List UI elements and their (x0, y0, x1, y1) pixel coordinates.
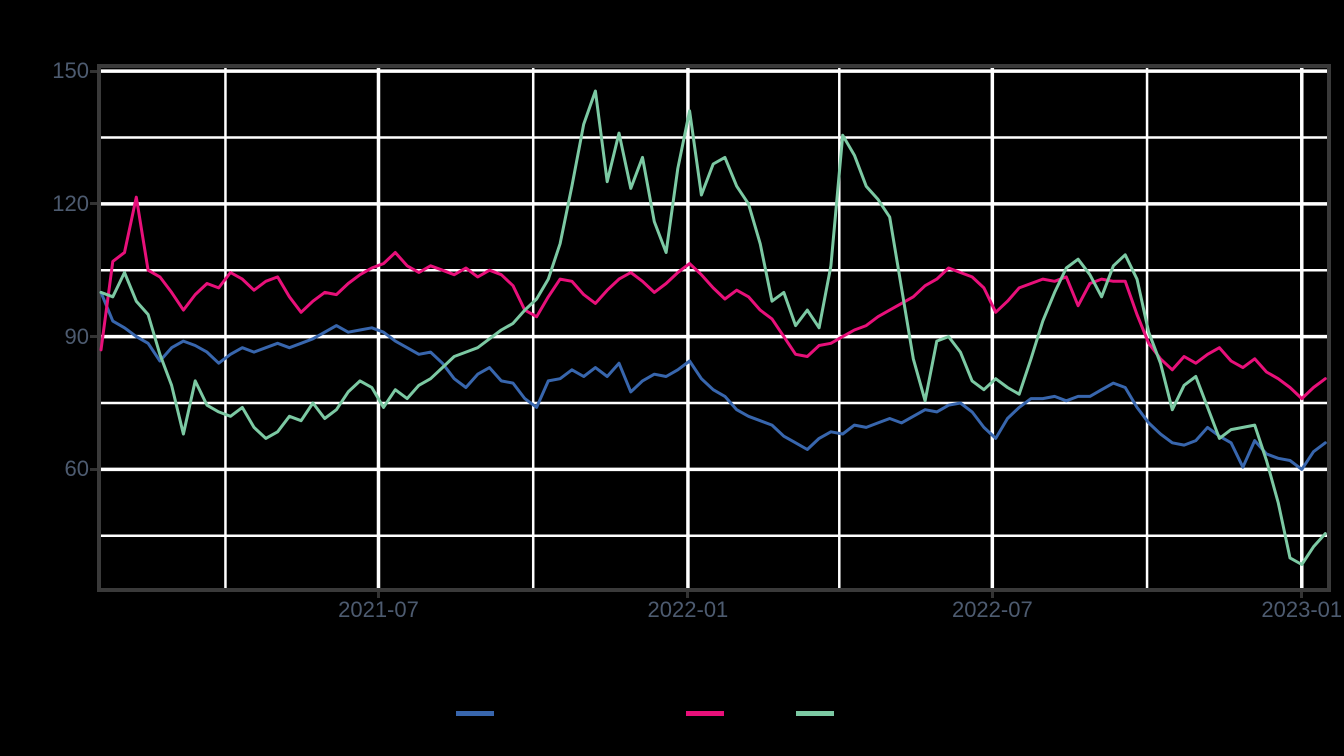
chart-canvas (97, 64, 1331, 592)
x-tick-mark (376, 592, 380, 598)
blue-series-line (99, 290, 1327, 471)
legend-swatch-blue (456, 711, 494, 716)
y-tick-mark (90, 69, 97, 73)
x-tick-label-2022-01: 2022-01 (647, 597, 729, 622)
y-tick-label-60: 60 (64, 456, 89, 482)
legend-swatch-pink (686, 711, 724, 716)
x-tick-label-2021-07: 2021-07 (338, 597, 419, 622)
y-tick-mark (90, 202, 97, 206)
chart-legend (0, 700, 1344, 730)
x-tick-label-2023-01: 2023-01 (1261, 597, 1343, 622)
y-tick-mark (90, 467, 97, 471)
x-tick-mark (686, 592, 690, 598)
x-tick-mark (1300, 592, 1304, 598)
y-tick-label-90: 90 (64, 323, 89, 349)
x-tick-label-2022-07: 2022-07 (951, 597, 1033, 622)
x-tick-mark (990, 592, 994, 598)
y-tick-label-150: 150 (52, 58, 89, 84)
green-series-line (99, 89, 1327, 566)
pink-series-line (99, 195, 1327, 401)
y-tick-label-120: 120 (52, 190, 89, 216)
y-tick-mark (90, 335, 97, 339)
legend-swatch-green (796, 711, 834, 716)
